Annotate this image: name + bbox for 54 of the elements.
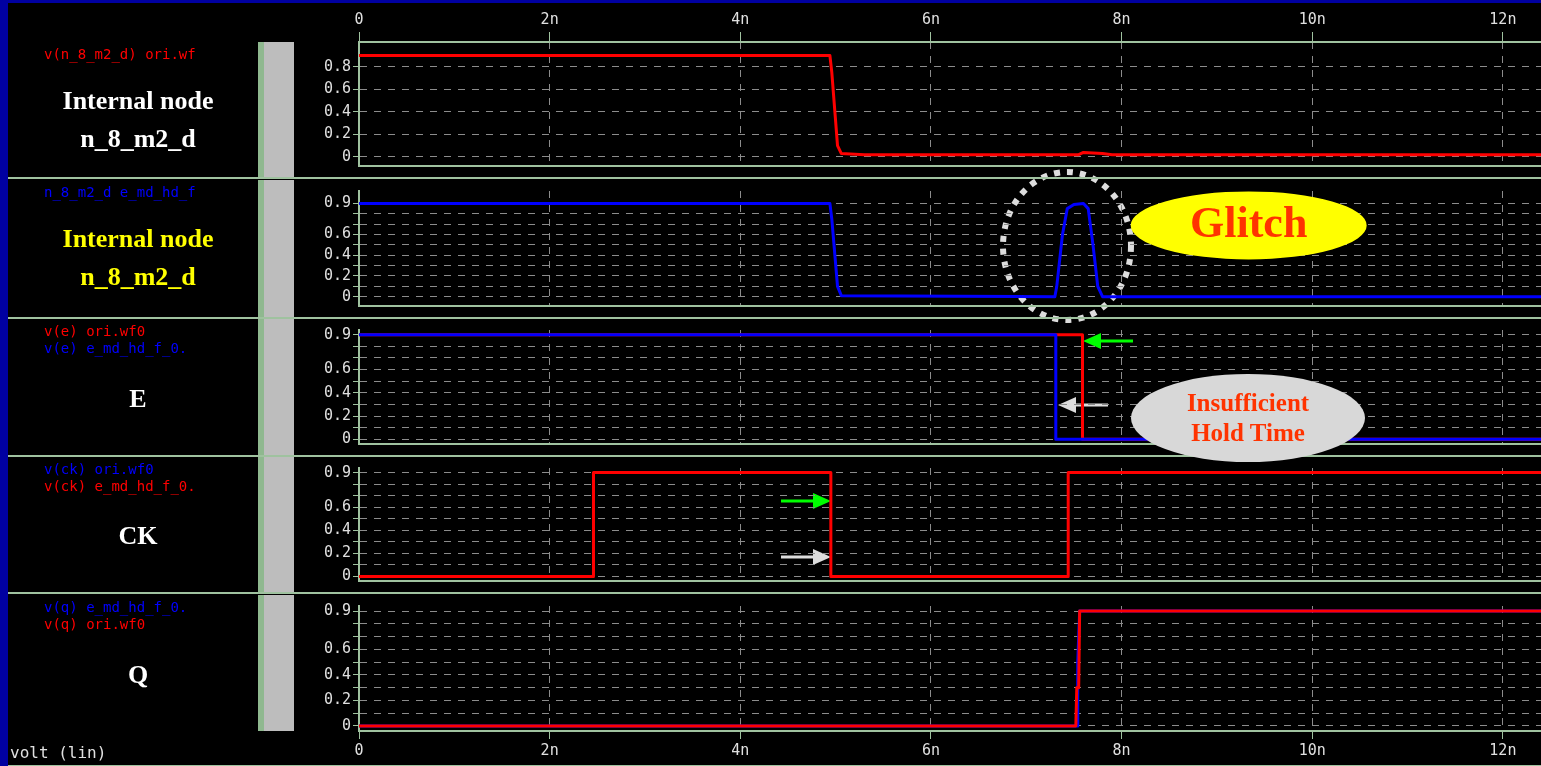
x2-tick-label: 4n — [731, 9, 750, 28]
y-tick-label: 0.9 — [323, 193, 351, 212]
text: v(n_8_m2_d) ori.wf — [44, 46, 196, 63]
x-tick-label: 8n — [1112, 740, 1131, 759]
y-tick-label: 0.6 — [323, 359, 351, 378]
y-tick-label: 0.6 — [323, 224, 351, 243]
text: Internal node n_8_m2_d — [61, 85, 215, 155]
y-tick-label: 0.4 — [323, 520, 351, 539]
y-axis-title: Q — [126, 658, 150, 691]
text: v(e) ori.wf0 — [44, 323, 147, 340]
y-axis-title: CK — [117, 520, 159, 552]
y-tick-label: 0.6 — [323, 497, 351, 516]
y-tick-label: 0.9 — [323, 324, 351, 343]
text: v(e) e_md_hd_f_0. — [44, 340, 188, 357]
y-tick-label: 0.2 — [323, 124, 351, 143]
y-tick-label: 0.8 — [323, 56, 351, 75]
y-tick-label: 0.2 — [323, 265, 351, 284]
text: v(q) ori.wf0 — [44, 616, 147, 633]
x2-tick-label: 6n — [921, 9, 940, 28]
x2-tick-label: 0 — [354, 9, 364, 28]
y-tick-label: 0.4 — [323, 101, 351, 120]
y-tick-label: 0.4 — [323, 245, 351, 264]
text: v(ck) e_md_hd_f_0. — [44, 478, 196, 495]
y-tick-label: 0.4 — [323, 382, 351, 401]
y-tick-label: 0 — [341, 286, 351, 305]
y-tick-label: 0 — [341, 566, 351, 585]
y-tick-label: 0.6 — [323, 639, 351, 658]
annotation: Glitch — [1190, 197, 1308, 247]
x-tick-label: 6n — [921, 740, 940, 759]
x-tick-label: 0 — [354, 740, 364, 759]
y-tick-label: 0.9 — [323, 600, 351, 619]
x2-tick-label: 12n — [1489, 9, 1517, 28]
y-tick-label: 0 — [341, 146, 351, 165]
y-tick-label: 0.4 — [323, 664, 351, 683]
y-axis-title: E — [128, 382, 148, 415]
y-tick-label: 0.2 — [323, 690, 351, 709]
text: n_8_m2_d e_md_hd_f — [44, 184, 196, 201]
y-tick-label: 0.2 — [323, 405, 351, 424]
x-tick-label: 4n — [731, 740, 750, 759]
x-tick-label: 2n — [540, 740, 559, 759]
x2-tick-label: 10n — [1298, 9, 1326, 28]
x-tick-label: 10n — [1298, 740, 1326, 759]
y-tick-label: 0 — [341, 429, 351, 448]
legend-label: v(ck) ori.wf0 — [44, 461, 155, 478]
text: Internal node n_8_m2_d — [61, 223, 215, 293]
y-tick-label: 0.6 — [323, 79, 351, 98]
y-tick-label: 0.9 — [323, 462, 351, 481]
text: volt (lin) — [10, 743, 107, 762]
x2-tick-label: 2n — [540, 9, 559, 28]
y-tick-label: 0 — [341, 715, 351, 734]
x-tick-label: 12n — [1489, 740, 1517, 759]
text: v(q) e_md_hd_f_0. — [44, 599, 188, 616]
y-tick-label: 0.2 — [323, 543, 351, 562]
x2-tick-label: 8n — [1112, 9, 1131, 28]
